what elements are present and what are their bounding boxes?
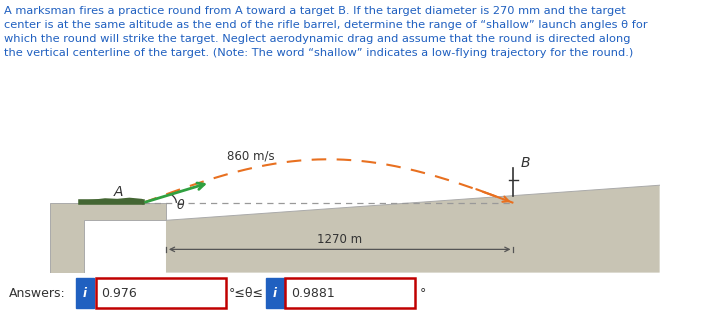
- FancyBboxPatch shape: [76, 278, 94, 308]
- FancyBboxPatch shape: [265, 278, 284, 308]
- Polygon shape: [50, 203, 166, 273]
- Text: 0.976: 0.976: [101, 287, 137, 300]
- FancyBboxPatch shape: [285, 278, 415, 308]
- Text: °≤θ≤: °≤θ≤: [229, 287, 264, 300]
- Text: A marksman fires a practice round from A toward a target B. If the target diamet: A marksman fires a practice round from A…: [4, 6, 647, 58]
- FancyBboxPatch shape: [95, 278, 226, 308]
- Text: θ: θ: [176, 199, 184, 212]
- Text: °: °: [419, 287, 426, 300]
- Text: i: i: [272, 287, 277, 300]
- Text: i: i: [83, 287, 87, 300]
- Polygon shape: [166, 185, 660, 273]
- Text: 0.9881: 0.9881: [291, 287, 335, 300]
- Text: A: A: [114, 184, 123, 199]
- Text: 1270 m: 1270 m: [317, 233, 362, 246]
- Text: Answers:: Answers:: [9, 287, 65, 300]
- Text: 860 m/s: 860 m/s: [227, 149, 275, 162]
- Text: B: B: [521, 156, 530, 170]
